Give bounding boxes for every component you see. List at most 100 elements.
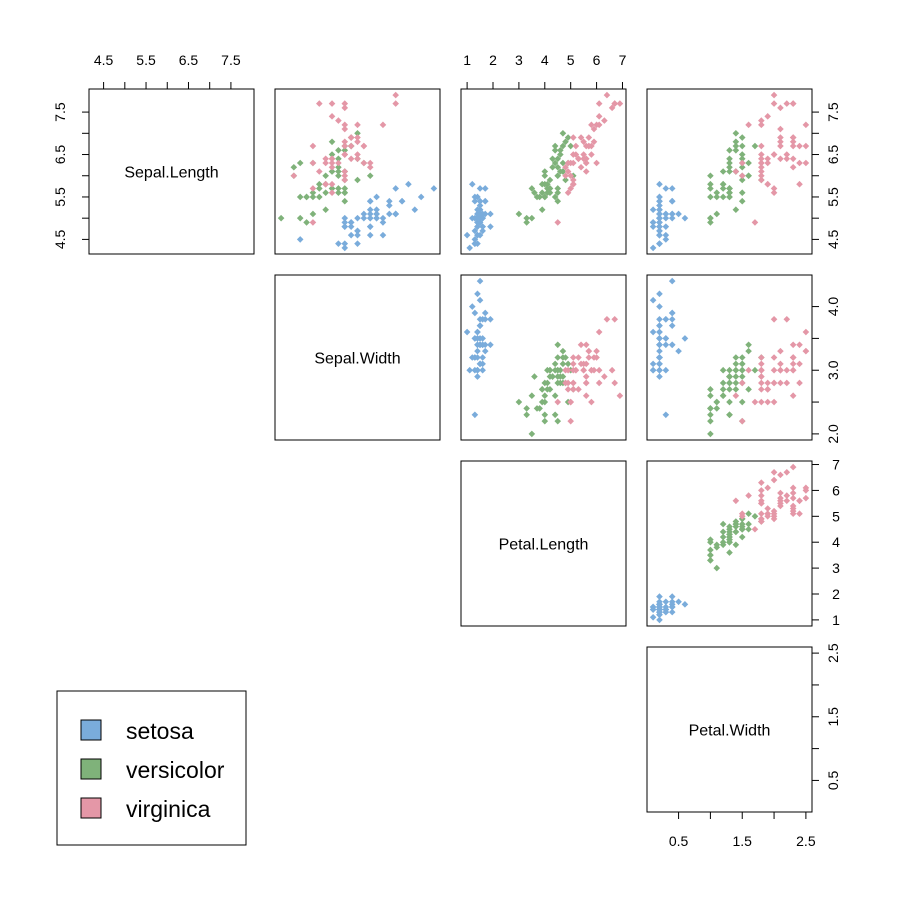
point-versicolor <box>335 146 342 154</box>
point-versicolor <box>738 373 746 380</box>
legend-label-virginica: virginica <box>126 796 211 822</box>
point-versicolor <box>719 379 727 387</box>
point-virginica <box>341 138 349 146</box>
point-virginica <box>789 354 797 361</box>
point-versicolor <box>732 142 740 150</box>
tick-label-right-petal-length: 4 <box>832 534 840 550</box>
point-versicolor <box>726 531 733 538</box>
point-virginica <box>758 151 765 158</box>
point-setosa <box>468 303 476 310</box>
point-setosa <box>487 223 494 230</box>
point-virginica <box>588 121 595 129</box>
point-virginica <box>585 347 593 355</box>
point-virginica <box>572 142 580 150</box>
point-virginica <box>770 507 778 515</box>
point-virginica <box>575 386 582 393</box>
point-versicolor <box>719 366 727 374</box>
point-virginica <box>751 525 759 533</box>
tick-label-top-petal-length: 3 <box>515 52 523 68</box>
point-virginica <box>796 142 803 150</box>
point-versicolor <box>726 398 733 406</box>
point-setosa <box>649 206 657 213</box>
point-virginica <box>593 347 600 355</box>
point-setosa <box>474 290 481 298</box>
point-virginica <box>616 100 624 107</box>
point-virginica <box>588 366 595 374</box>
point-virginica <box>758 159 765 167</box>
point-setosa <box>479 227 486 235</box>
point-versicolor <box>541 392 549 399</box>
tick-label-right-sepal-width: 4.0 <box>825 297 841 317</box>
point-versicolor <box>726 163 733 171</box>
point-virginica <box>777 497 784 505</box>
point-setosa <box>341 244 349 252</box>
point-virginica <box>328 180 336 188</box>
point-virginica <box>562 172 569 180</box>
point-virginica <box>758 117 765 124</box>
point-setosa <box>656 240 663 247</box>
point-virginica <box>758 379 765 387</box>
point-virginica <box>777 489 784 497</box>
point-setosa <box>668 322 676 329</box>
point-virginica <box>777 125 784 133</box>
point-versicolor <box>719 533 727 541</box>
point-virginica <box>379 121 387 129</box>
point-virginica <box>580 138 587 146</box>
point-virginica <box>789 134 797 141</box>
point-virginica <box>758 510 765 518</box>
point-versicolor <box>707 386 714 393</box>
point-virginica <box>309 185 317 192</box>
tick-label-right-sepal-length: 4.5 <box>825 229 841 249</box>
point-setosa <box>481 197 489 205</box>
point-virginica <box>322 180 329 188</box>
point-virginica <box>796 510 803 518</box>
panel-frame <box>274 274 441 441</box>
point-versicolor <box>726 155 733 163</box>
point-setosa <box>656 360 663 368</box>
point-versicolor <box>707 546 714 554</box>
point-virginica <box>758 168 765 175</box>
point-virginica <box>582 159 590 167</box>
panel-frame <box>460 88 627 255</box>
panel-petal-length-vs-petal-length: Petal.Length <box>460 460 627 627</box>
point-versicolor <box>559 360 567 368</box>
point-virginica <box>611 100 619 107</box>
point-setosa <box>476 197 484 205</box>
point-versicolor <box>549 155 556 163</box>
point-setosa <box>662 214 670 222</box>
point-versicolor <box>559 142 567 150</box>
diagonal-label-sepal-width: Sepal.Width <box>314 351 400 368</box>
point-setosa <box>668 603 676 611</box>
point-setosa <box>476 360 484 368</box>
point-versicolor <box>707 557 714 564</box>
point-virginica <box>783 100 791 107</box>
tick-label-top-sepal-length: 7.5 <box>221 52 241 68</box>
tick-label-right-petal-width: 0.5 <box>825 770 841 790</box>
point-virginica <box>770 316 778 323</box>
point-setosa <box>662 366 670 374</box>
point-versicolor <box>745 510 752 518</box>
point-versicolor <box>559 130 567 137</box>
point-setosa <box>379 214 387 222</box>
point-versicolor <box>557 366 564 374</box>
point-virginica <box>354 151 361 158</box>
point-virginica <box>789 341 797 349</box>
panel-frame <box>274 88 441 255</box>
point-virginica <box>347 134 355 141</box>
point-virginica <box>783 151 791 158</box>
point-setosa <box>373 210 380 218</box>
point-setosa <box>468 180 476 188</box>
point-virginica <box>564 189 572 197</box>
point-setosa <box>656 290 663 298</box>
point-virginica <box>580 155 587 163</box>
point-versicolor <box>523 214 530 222</box>
point-virginica <box>354 121 361 129</box>
point-setosa <box>656 354 663 361</box>
point-setosa <box>474 223 481 230</box>
point-versicolor <box>732 146 740 154</box>
point-versicolor <box>726 168 733 175</box>
point-setosa <box>405 180 412 188</box>
point-setosa <box>656 197 663 205</box>
tick-label-right-sepal-length: 6.5 <box>825 145 841 165</box>
point-versicolor <box>551 142 559 150</box>
